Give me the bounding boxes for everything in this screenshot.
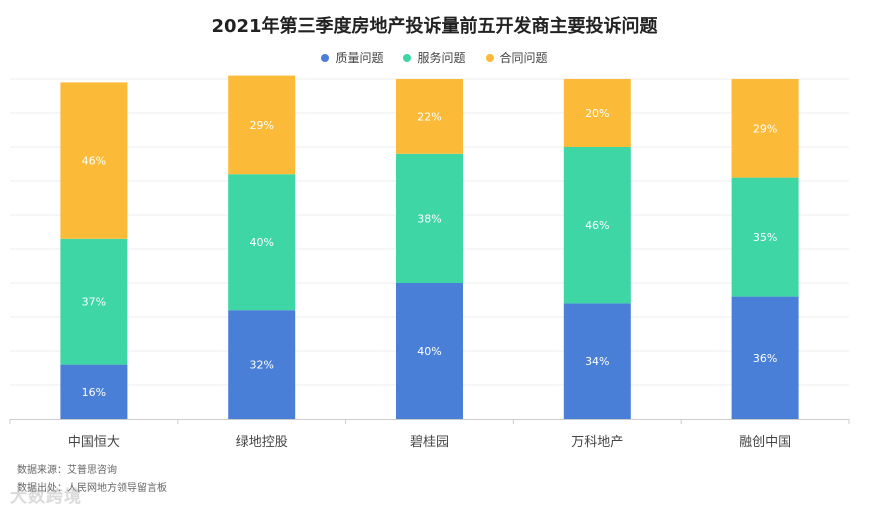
data-label: 46% xyxy=(82,155,106,168)
origin-note: 数据出处：人民网地方领导留言板 xyxy=(17,483,167,494)
bar-segment-5-1[interactable] xyxy=(731,296,799,419)
legend-label-quality: 质量问题 xyxy=(335,51,384,65)
data-label: 36% xyxy=(753,352,777,365)
legend: 质量问题 服务问题 合同问题 xyxy=(0,49,869,66)
data-label: 22% xyxy=(417,110,441,123)
legend-swatch-contract xyxy=(485,53,494,62)
bar-segment-4-1[interactable] xyxy=(563,303,631,419)
data-label: 40% xyxy=(249,236,273,249)
data-label: 38% xyxy=(417,212,441,225)
data-label: 20% xyxy=(585,107,609,120)
watermark-logo: 大数跨境 xyxy=(10,487,82,507)
legend-item-quality[interactable]: 质量问题 xyxy=(321,49,383,66)
bar-segment-3-1[interactable] xyxy=(396,283,463,419)
data-label: 16% xyxy=(82,386,106,399)
legend-swatch-service xyxy=(403,53,412,62)
data-label: 46% xyxy=(585,219,609,232)
bar-segment-4-3[interactable] xyxy=(563,79,631,147)
legend-swatch-quality xyxy=(321,53,330,62)
legend-item-contract[interactable]: 合同问题 xyxy=(485,49,548,66)
chart-title: 2021年第三季度房地产投诉量前五开发商主要投诉问题 xyxy=(211,16,658,37)
data-label: 40% xyxy=(417,345,441,358)
bar-segment-5-3[interactable] xyxy=(731,79,799,178)
legend-label-contract: 合同问题 xyxy=(499,51,548,65)
bar-segment-2-1[interactable] xyxy=(228,310,296,419)
bar-segment-2-2[interactable] xyxy=(228,174,296,311)
bar-segment-5-2[interactable] xyxy=(731,177,799,297)
legend-label-service: 服务问题 xyxy=(417,51,466,65)
bar-segment-3-3[interactable] xyxy=(396,79,463,154)
bar-segment-4-2[interactable] xyxy=(563,147,631,304)
data-label: 35% xyxy=(753,231,777,244)
legend-item-service[interactable]: 服务问题 xyxy=(403,49,466,66)
bar-segment-1-2[interactable] xyxy=(60,238,128,365)
bar-segment-3-2[interactable] xyxy=(396,153,463,283)
data-label: 29% xyxy=(753,122,777,135)
x-tick-label: 绿地控股 xyxy=(236,435,288,450)
data-label: 32% xyxy=(249,359,273,372)
data-label: 34% xyxy=(585,355,609,368)
bar-segment-1-3[interactable] xyxy=(60,82,128,239)
x-tick-label: 中国恒大 xyxy=(68,435,120,450)
bar-segment-1-1[interactable] xyxy=(60,364,128,419)
bar-segment-2-3[interactable] xyxy=(228,75,296,175)
x-tick-label: 碧桂园 xyxy=(410,435,449,450)
x-tick-label: 万科地产 xyxy=(571,435,623,450)
source-note: 数据来源：艾普思咨询 xyxy=(17,465,117,476)
x-tick-label: 融创中国 xyxy=(739,435,791,450)
data-label: 29% xyxy=(249,119,273,132)
data-label: 37% xyxy=(82,296,106,309)
